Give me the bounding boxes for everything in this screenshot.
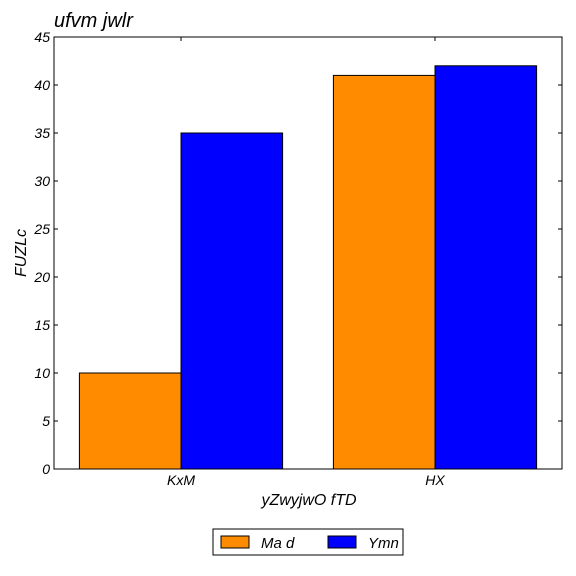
legend-label: Ymn [368, 535, 399, 552]
legend-swatch [327, 535, 357, 549]
bar-HX-Ma-d [332, 74, 436, 470]
legend: Ma d Ymn [212, 528, 404, 556]
y-tick-label: 5 [42, 413, 50, 429]
y-tick-label: 25 [33, 221, 50, 237]
y-tick-label: 15 [34, 317, 50, 333]
y-tick-label: 10 [34, 365, 50, 381]
bar-HX-Ymn [434, 65, 538, 470]
y-axis-label: FUZLc [13, 229, 30, 277]
chart-title: ufvm jwlr [54, 10, 134, 32]
x-axis-label: yZwyjwO fTD [260, 492, 357, 509]
y-tick-label: 45 [34, 29, 50, 45]
x-tick-label: KxM [167, 472, 195, 488]
legend-swatch [220, 535, 250, 549]
plot-area: 0 5 10 15 20 25 30 35 40 45 KxM HX [33, 29, 563, 488]
y-tick-label: 30 [34, 173, 50, 189]
y-tick-label: 20 [33, 269, 50, 285]
x-tick-label: HX [425, 472, 445, 488]
y-tick-label: 40 [34, 77, 50, 93]
y-tick-label: 35 [34, 125, 50, 141]
legend-label: Ma d [261, 535, 295, 552]
plot-frame [53, 36, 563, 470]
bar-KxM-Ymn [180, 132, 284, 470]
bar-KxM-Ma-d [78, 372, 182, 470]
y-tick-label: 0 [42, 461, 50, 477]
